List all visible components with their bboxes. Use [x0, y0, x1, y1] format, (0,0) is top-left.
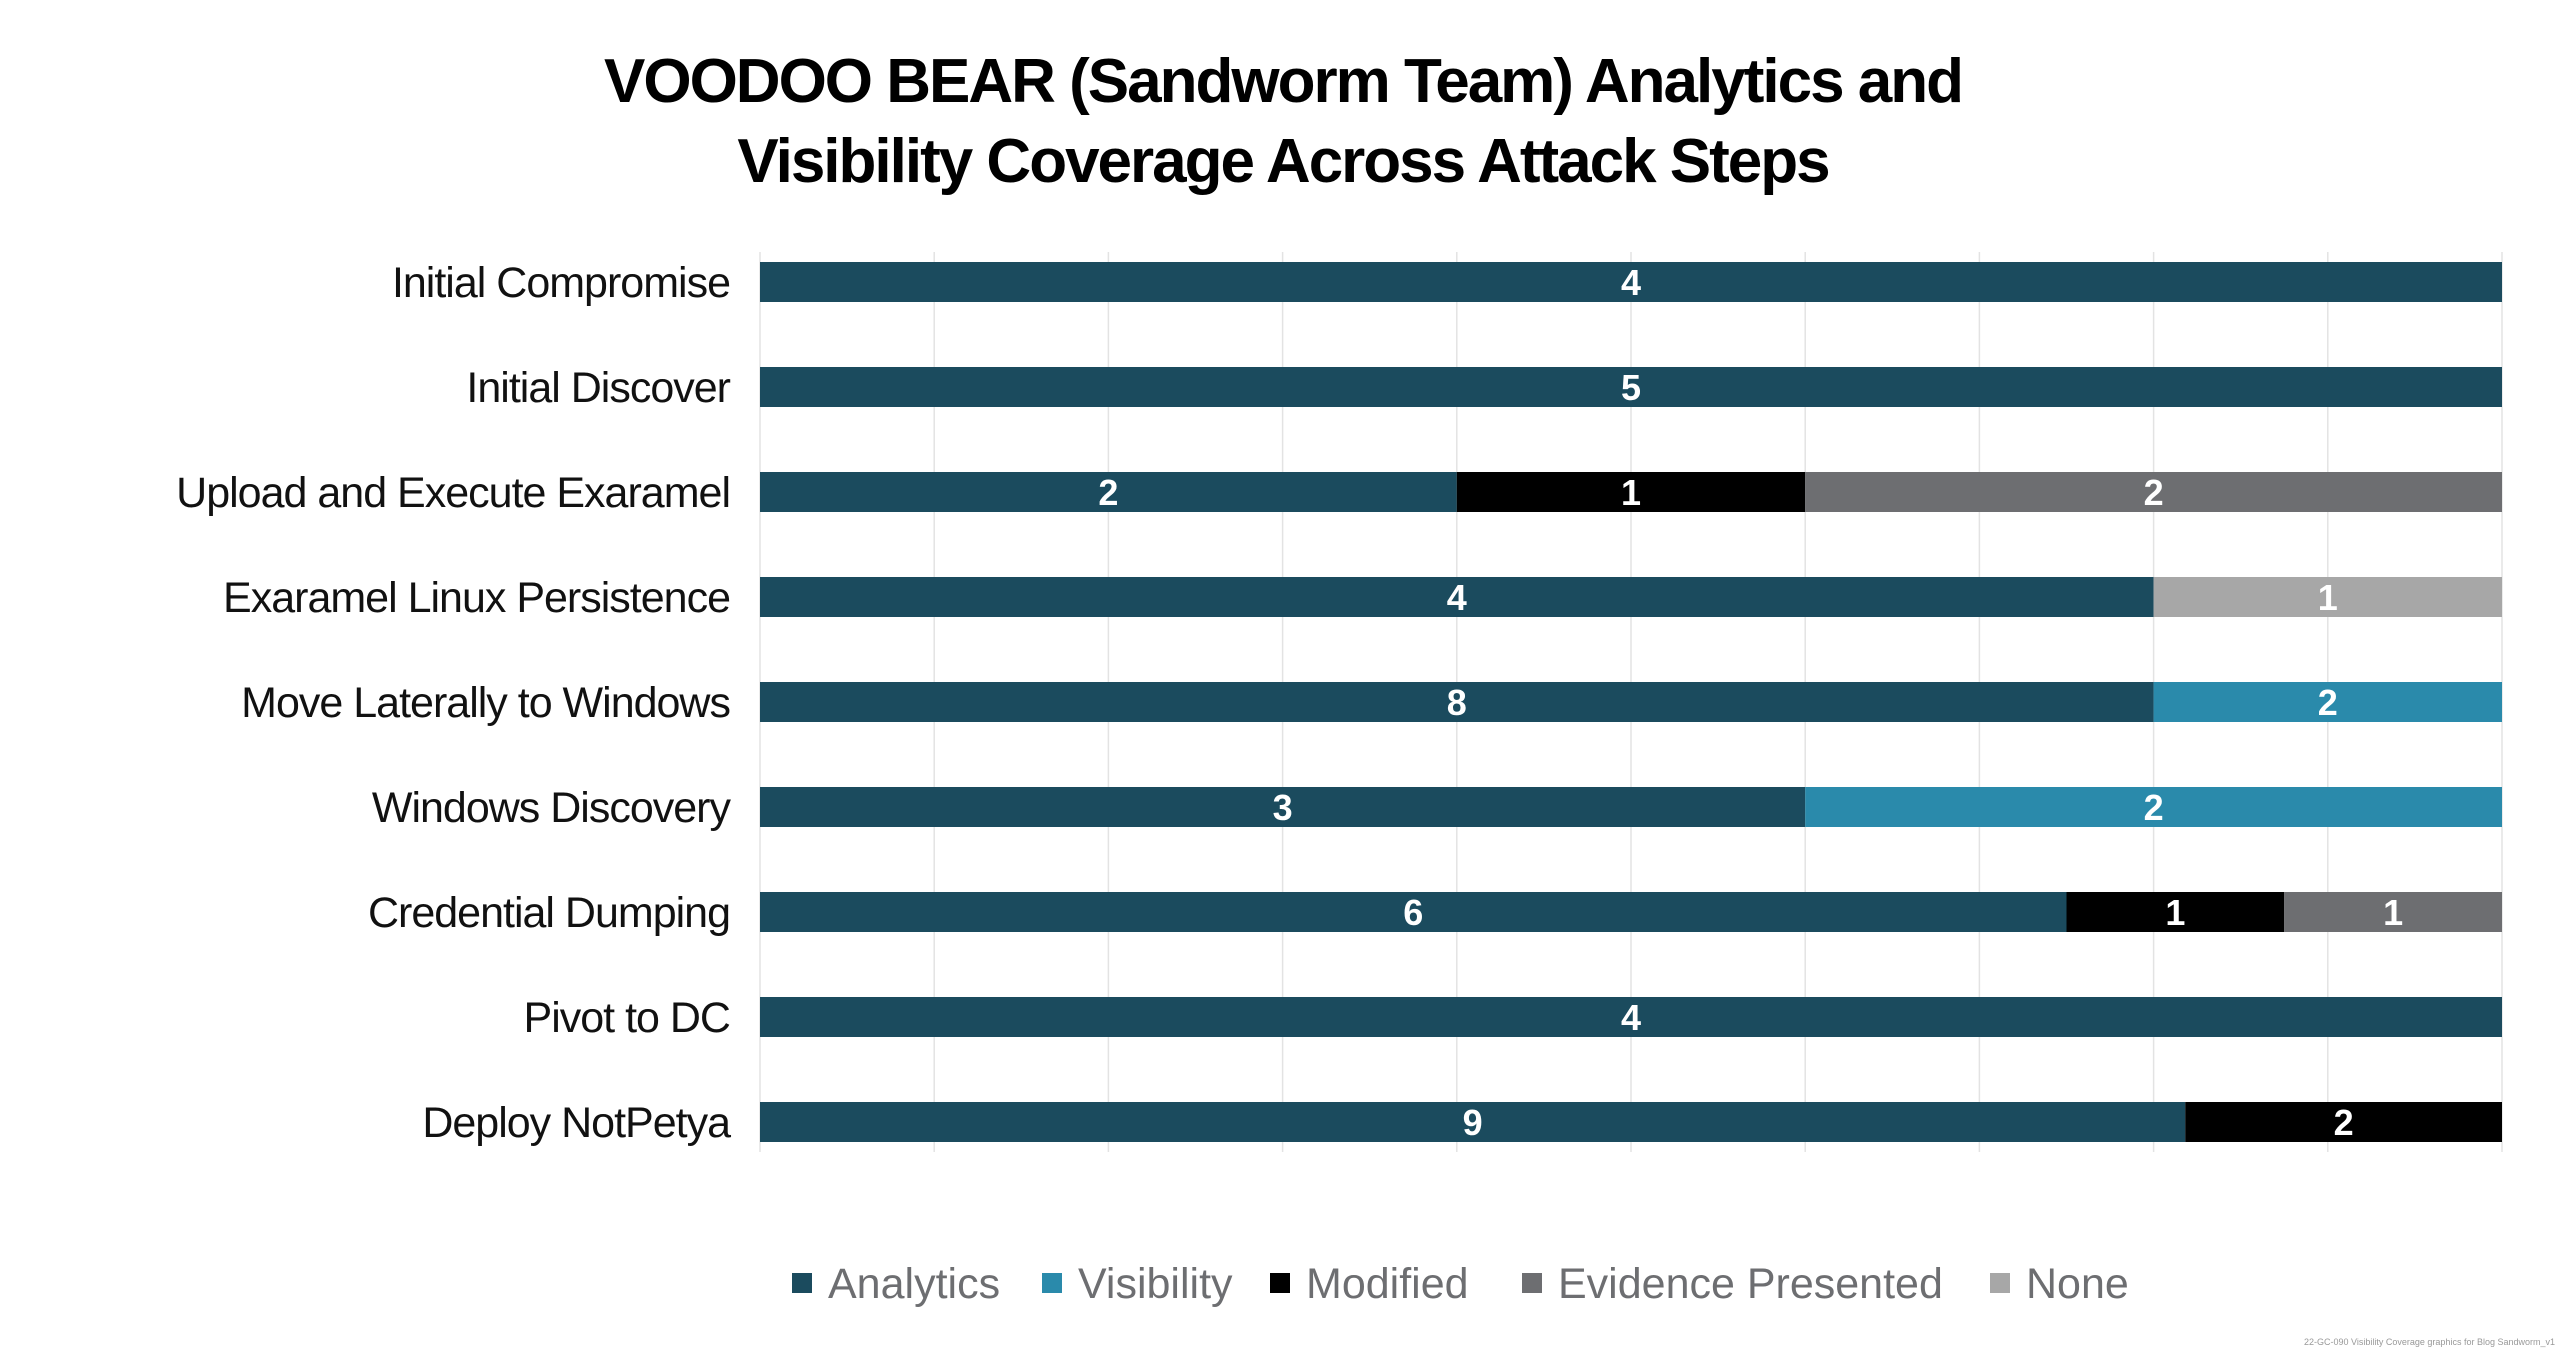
bar-segment-modified [2185, 1102, 2502, 1142]
data-label: 3 [1273, 787, 1293, 828]
data-label: 1 [2165, 892, 2185, 933]
legend: Analytics Visibility Modified Evidence Pres… [792, 1260, 2129, 1308]
data-label: 2 [2144, 472, 2164, 513]
data-label: 6 [1403, 892, 1423, 933]
category-label: Upload and Execute Exaramel [176, 469, 730, 517]
data-label: 8 [1447, 682, 1467, 723]
legend-swatch-visibility [1042, 1273, 1062, 1293]
legend-swatch-analytics [792, 1273, 812, 1293]
bar-segment-modified [1456, 472, 1806, 512]
data-label: 2 [2318, 682, 2338, 723]
bar-segment-visibility [2153, 682, 2502, 722]
category-label: Initial Discover [466, 364, 730, 412]
footer-note: 22-GC-090 Visibility Coverage graphics f… [2304, 1337, 2555, 1347]
chart-title-line-2: Visibility Coverage Across Attack Steps [737, 127, 1828, 196]
data-label: 4 [1621, 262, 1641, 303]
bar-segment-none [2153, 577, 2502, 617]
bars: 4 5 2 1 2 4 1 8 2 3 2 6 1 1 4 9 2 [760, 262, 2502, 1143]
data-label: 2 [1098, 472, 1118, 513]
bar-segment-analytics [760, 787, 1806, 827]
bar-segment-analytics [760, 472, 1457, 512]
data-label: 1 [1621, 472, 1641, 513]
category-label: Windows Discovery [372, 784, 732, 832]
legend-label: None [2026, 1260, 2129, 1308]
bar-segment-analytics [760, 682, 2154, 722]
data-label: 1 [2383, 892, 2403, 933]
category-label: Exaramel Linux Persistence [223, 574, 730, 622]
legend-swatch-modified [1270, 1273, 1290, 1293]
data-label: 5 [1621, 367, 1641, 408]
category-label: Deploy NotPetya [422, 1099, 731, 1147]
chart-title-line-1: VOODOO BEAR (Sandworm Team) Analytics an… [604, 47, 1962, 116]
data-label: 4 [1447, 577, 1467, 618]
legend-label: Analytics [828, 1260, 1000, 1308]
data-label: 9 [1463, 1102, 1483, 1143]
bar-segment-evidence-presented [1805, 472, 2502, 512]
legend-swatch-evidence-presented [1522, 1273, 1542, 1293]
bar-segment-modified [2066, 892, 2285, 932]
data-label: 2 [2144, 787, 2164, 828]
bar-segment-analytics [760, 892, 2067, 932]
bar-segment-analytics [760, 367, 2502, 407]
legend-label: Modified [1306, 1260, 1469, 1308]
category-label: Initial Compromise [392, 259, 730, 307]
legend-label: Visibility [1078, 1260, 1233, 1308]
bar-segment-analytics [760, 997, 2502, 1037]
legend-label: Evidence Presented [1558, 1260, 1943, 1308]
bar-segment-visibility [1805, 787, 2502, 827]
category-label: Pivot to DC [524, 994, 730, 1042]
bar-segment-evidence-presented [2284, 892, 2502, 932]
category-label: Move Laterally to Windows [241, 679, 730, 727]
data-label: 2 [2334, 1102, 2354, 1143]
category-labels: Initial Compromise Initial Discover Upload… [176, 259, 732, 1147]
bar-segment-analytics [760, 577, 2154, 617]
data-label: 1 [2318, 577, 2338, 618]
legend-swatch-none [1990, 1273, 2010, 1293]
bar-segment-analytics [760, 262, 2502, 302]
category-label: Credential Dumping [368, 889, 730, 937]
bar-segment-analytics [760, 1102, 2186, 1142]
data-label: 4 [1621, 997, 1641, 1038]
